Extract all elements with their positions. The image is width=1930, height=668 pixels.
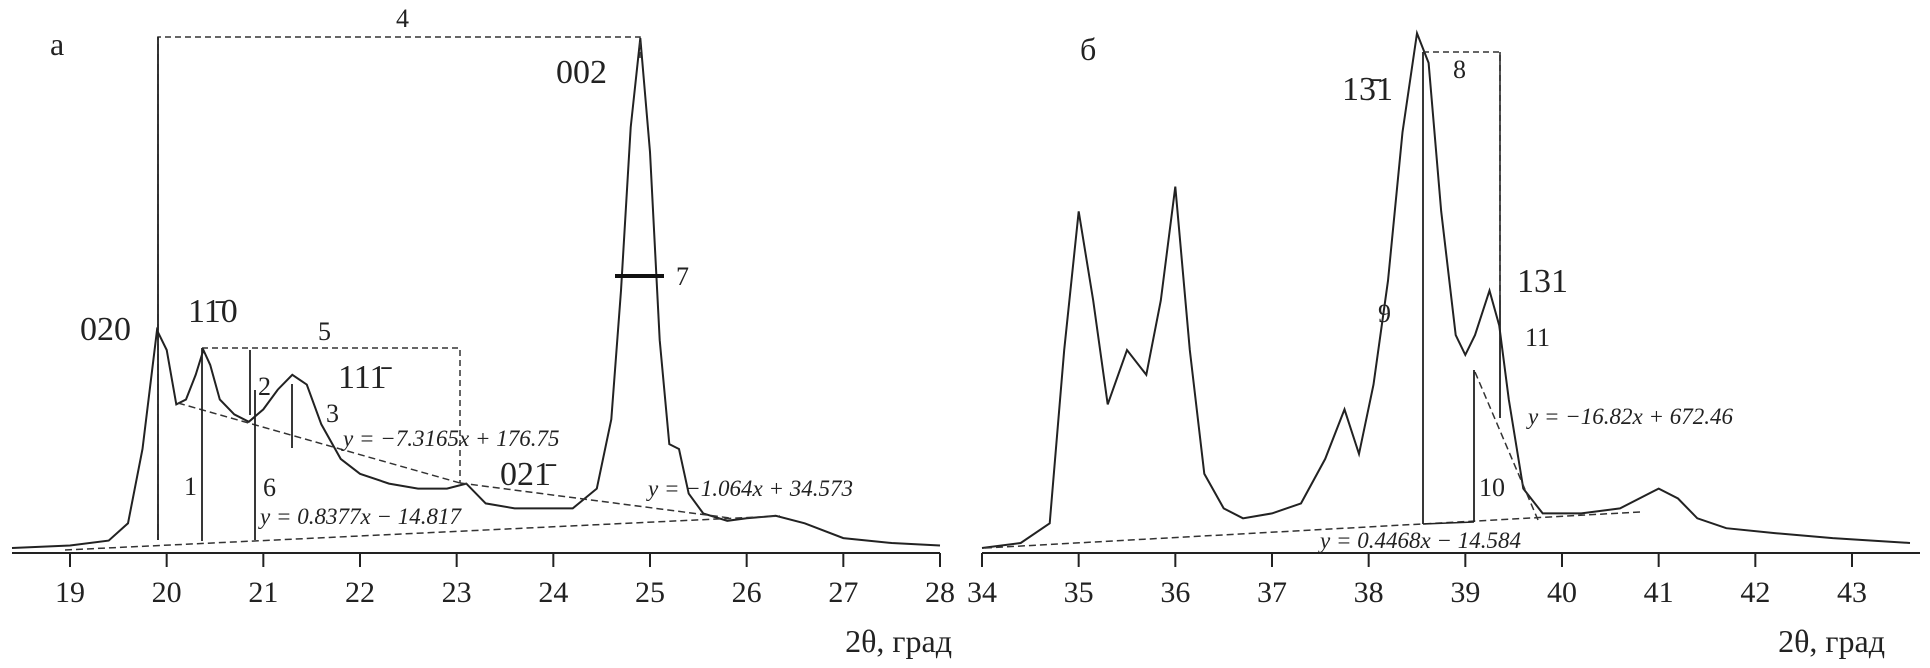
- marker-label-7: 7: [676, 262, 689, 291]
- marker-label-9: 9: [1378, 299, 1391, 328]
- baseline-a: [64, 515, 781, 551]
- panel-a: а 19 20 21 22 23 24 25 26 27 28 020 11̄0 111̄ 002…: [11, 4, 955, 659]
- x-tick-label-b-36: 36: [1160, 576, 1190, 609]
- marker-label-8: 8: [1453, 55, 1466, 84]
- tangent-line-a1: [177, 402, 461, 484]
- x-tick-label-a-22: 22: [345, 576, 375, 609]
- peak-label-002: 002: [556, 54, 607, 91]
- x-tick-label-b-40: 40: [1547, 576, 1577, 609]
- marker-label-1: 1: [184, 472, 197, 501]
- peak-label-11-1: 111̄: [338, 359, 392, 396]
- marker-label-3: 3: [326, 399, 339, 428]
- baseline-b: [984, 511, 1641, 549]
- x-tick-label-b-43: 43: [1837, 576, 1867, 609]
- marker-label-10: 10: [1479, 473, 1505, 502]
- equation-a3: y = −1.064x + 34.573: [646, 476, 853, 501]
- x-tick-label-a-19: 19: [55, 576, 85, 609]
- x-ticks-a: 19 20 21 22 23 24 25 26 27 28: [55, 553, 955, 609]
- equation-b2: y = 0.4468x − 14.584: [1318, 528, 1521, 553]
- marker-label-11: 11: [1525, 323, 1550, 352]
- x-tick-label-b-42: 42: [1740, 576, 1770, 609]
- diffraction-curve-a: [11, 37, 941, 549]
- peak-label-02-1: 021̄: [500, 456, 557, 493]
- x-tick-label-b-35: 35: [1064, 576, 1094, 609]
- x-tick-label-a-26: 26: [732, 576, 762, 609]
- x-tick-label-a-27: 27: [828, 576, 858, 609]
- x-tick-label-a-20: 20: [152, 576, 182, 609]
- bracket-8: [1423, 51, 1501, 300]
- panel-label-b: б: [1080, 31, 1096, 67]
- panel-label-a: а: [50, 26, 64, 62]
- x-tick-label-b-41: 41: [1644, 576, 1674, 609]
- x-tick-label-b-34: 34: [967, 576, 997, 609]
- x-tick-label-b-38: 38: [1354, 576, 1384, 609]
- x-tick-label-b-39: 39: [1450, 576, 1480, 609]
- diffraction-curve-b: [981, 29, 1911, 549]
- peak-label-1-10: 11̄0: [188, 293, 238, 330]
- bracket-5: [202, 347, 461, 483]
- marker-label-4: 4: [396, 4, 409, 33]
- x-axis-label-b: 2θ, град: [1778, 623, 1885, 659]
- peak-label-131: 131: [1517, 263, 1568, 300]
- x-tick-label-a-24: 24: [538, 576, 568, 609]
- x-ticks-b: 34 35 36 37 38 39 40 41 42 43: [967, 553, 1867, 609]
- baseline-segment-b: [1422, 521, 1475, 525]
- x-axis-label-a: 2θ, град: [845, 623, 952, 659]
- peak-label-13-1: 13̄1: [1342, 71, 1393, 108]
- panel-b: б 34 35 36 37 38 39 40 41 42 43 13̄1 131 8 9 10 1…: [967, 29, 1920, 659]
- x-tick-label-a-25: 25: [635, 576, 665, 609]
- equation-a1: y = −7.3165x + 176.75: [341, 426, 559, 451]
- x-tick-label-b-37: 37: [1257, 576, 1287, 609]
- marker-label-5: 5: [318, 317, 331, 346]
- bracket-4: [157, 36, 641, 540]
- tangent-line-b: [1474, 371, 1539, 521]
- x-tick-label-a-28: 28: [925, 576, 955, 609]
- x-tick-label-a-21: 21: [248, 576, 278, 609]
- equation-b1: y = −16.82x + 672.46: [1526, 404, 1733, 429]
- marker-label-2: 2: [258, 372, 271, 401]
- equation-a2: y = 0.8377x − 14.817: [258, 504, 462, 529]
- marker-label-6: 6: [263, 473, 276, 502]
- x-tick-label-a-23: 23: [442, 576, 472, 609]
- tangent-line-a2: [459, 482, 731, 519]
- peak-label-020: 020: [80, 311, 131, 348]
